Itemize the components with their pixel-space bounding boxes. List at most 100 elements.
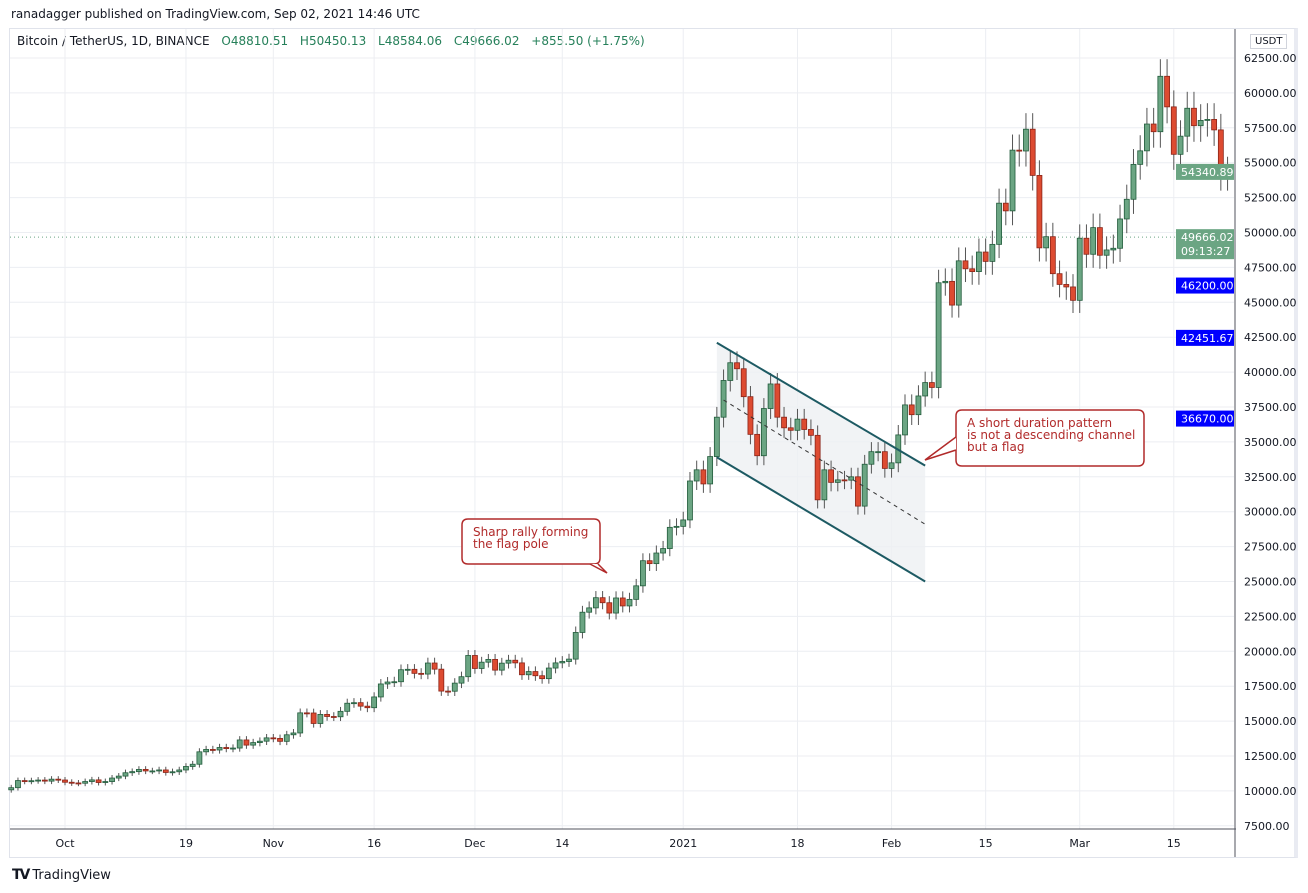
candle-up <box>868 451 875 465</box>
candle-down <box>962 260 969 270</box>
candle-up <box>196 751 203 765</box>
candle-down <box>1150 123 1157 133</box>
candle-up <box>1144 123 1150 152</box>
y-tick-label: 52500.00 <box>1244 192 1297 205</box>
candle-down <box>438 668 445 692</box>
y-tick-label: 62500.00 <box>1244 52 1297 65</box>
candle-up <box>1204 119 1211 121</box>
candle-up <box>680 519 687 527</box>
candle-down <box>801 418 808 430</box>
candle-down <box>1083 237 1090 255</box>
candle-down <box>1049 236 1056 275</box>
y-tick-label: 35000.00 <box>1244 436 1297 449</box>
candle-up <box>922 382 929 397</box>
candle-up <box>693 469 700 482</box>
candle-up <box>586 607 593 613</box>
candle-down <box>787 427 794 431</box>
candle-down <box>982 251 989 262</box>
candle-up <box>525 671 532 676</box>
candle-up <box>552 662 559 669</box>
candle-down <box>519 662 525 676</box>
y-tick-label: 60000.00 <box>1244 87 1297 100</box>
candle-up <box>1197 120 1204 127</box>
candle-up <box>189 763 196 767</box>
level-tag <box>1176 277 1234 294</box>
candle-up <box>384 681 391 685</box>
candle-up <box>230 747 236 750</box>
candle-up <box>115 775 122 779</box>
candle-down <box>304 712 310 715</box>
flagpole-note-text: the flag pole <box>473 537 549 551</box>
level-tag-label: 42451.67 <box>1181 332 1234 345</box>
candle-up <box>613 597 619 614</box>
x-tick-label: 14 <box>555 837 569 850</box>
candle-up <box>1157 75 1164 133</box>
current-price-tag <box>1176 229 1234 260</box>
candle-down <box>431 662 438 670</box>
candle-up <box>713 416 720 457</box>
candle-up <box>1177 135 1184 155</box>
candle-down <box>740 368 747 398</box>
candle-up <box>183 766 189 771</box>
currency-label[interactable]: USDT <box>1250 34 1288 49</box>
candle-up <box>1123 198 1130 220</box>
candle-down <box>808 429 814 436</box>
candle-up <box>344 702 351 712</box>
candle-up <box>465 655 472 678</box>
candle-up <box>666 526 673 549</box>
candle-up <box>1023 128 1029 152</box>
candle-down <box>1164 75 1170 108</box>
y-tick-label: 22500.00 <box>1244 610 1297 623</box>
candle-down <box>1211 119 1218 131</box>
level-tag-label: 36670.00 <box>1181 413 1234 426</box>
candle-down <box>277 738 283 742</box>
candle-up <box>136 769 142 773</box>
candle-down <box>969 268 976 272</box>
y-tick-label: 10000.00 <box>1244 785 1297 798</box>
flag-note-text: is not a descending channel <box>967 428 1135 442</box>
candle-up <box>458 676 465 684</box>
candle-down <box>1056 273 1063 285</box>
candle-down <box>142 769 149 772</box>
candle-down <box>270 737 277 740</box>
candle-up <box>82 781 89 784</box>
publisher-line: ranadagger published on TradingView.com,… <box>11 7 420 21</box>
level-tag <box>1176 410 1234 427</box>
flag-note-box <box>955 409 1145 467</box>
candle-down <box>55 778 62 781</box>
candle-up <box>169 771 176 774</box>
candle-down <box>492 658 498 671</box>
y-tick-label: 50000.00 <box>1244 227 1297 240</box>
candle-down <box>411 668 418 674</box>
candle-down <box>1096 227 1103 256</box>
level-tag-label: 46200.00 <box>1181 280 1234 293</box>
candle-up <box>942 280 949 284</box>
candle-down <box>606 602 613 614</box>
y-tick-label: 37500.00 <box>1244 401 1297 414</box>
flag-note-text: A short duration pattern <box>967 416 1112 430</box>
candle-up <box>1117 218 1123 249</box>
candle-up <box>902 404 908 436</box>
candle-up <box>109 777 115 782</box>
candle-up <box>834 479 841 483</box>
y-tick-label: 7500.00 <box>1244 820 1290 833</box>
y-tick-label: 57500.00 <box>1244 122 1297 135</box>
candle-up <box>391 681 398 684</box>
candle-down <box>814 434 821 501</box>
candle-up <box>687 480 693 521</box>
candle-up <box>424 662 431 675</box>
chart-frame <box>9 28 1298 858</box>
y-tick-label: 45000.00 <box>1244 296 1297 309</box>
candle-down <box>1002 202 1009 212</box>
candle-down <box>1016 149 1023 152</box>
candle-up <box>1090 227 1097 255</box>
candle-up <box>498 662 505 671</box>
candle-up <box>283 734 290 742</box>
y-tick-label: 30000.00 <box>1244 506 1297 519</box>
candle-up <box>15 780 21 789</box>
low-value: L48584.06 <box>378 34 442 48</box>
candle-down <box>841 479 848 482</box>
logo-text: TradingView <box>32 867 111 883</box>
y-tick-label: 47500.00 <box>1244 261 1297 274</box>
